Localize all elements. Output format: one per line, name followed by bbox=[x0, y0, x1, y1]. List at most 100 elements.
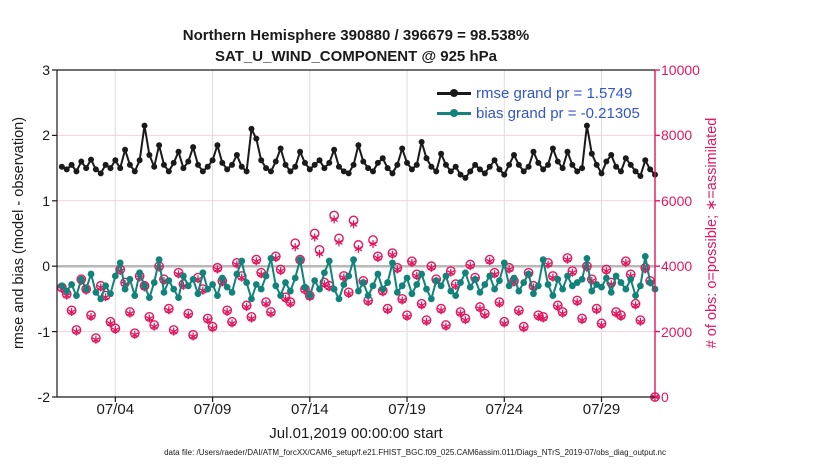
rmse-point-marker-icon bbox=[326, 159, 333, 166]
bias-point-marker-icon bbox=[92, 288, 100, 296]
rmse-point-marker-icon bbox=[622, 155, 629, 162]
rmse-point-marker-icon bbox=[472, 161, 479, 168]
assimilated-obs-marker-icon bbox=[169, 327, 178, 336]
rmse-point-marker-icon bbox=[287, 168, 294, 175]
bias-point-marker-icon bbox=[131, 292, 139, 300]
y-left-tick-label: -1 bbox=[37, 323, 50, 340]
assimilated-obs-marker-icon bbox=[310, 233, 319, 242]
bias-point-marker-icon bbox=[447, 287, 455, 295]
assimilated-obs-marker-icon bbox=[617, 312, 625, 321]
rmse-point-marker-icon bbox=[233, 152, 240, 159]
rmse-point-marker-icon bbox=[209, 157, 216, 164]
rmse-point-marker-icon bbox=[608, 152, 615, 159]
assimilated-obs-marker-icon bbox=[223, 307, 231, 316]
rmse-point-marker-icon bbox=[554, 158, 561, 165]
bias-point-marker-icon bbox=[573, 279, 581, 286]
bias-point-marker-icon bbox=[199, 269, 207, 277]
bias-point-marker-icon bbox=[209, 281, 216, 288]
bias-point-marker-icon bbox=[248, 295, 255, 303]
rmse-point-marker-icon bbox=[331, 146, 338, 153]
rmse-point-marker-icon bbox=[525, 163, 532, 170]
bias-point-marker-icon bbox=[627, 275, 635, 283]
bias-point-marker-icon bbox=[228, 288, 236, 296]
bias-point-marker-icon bbox=[223, 283, 231, 291]
bias-point-marker-icon bbox=[111, 272, 119, 280]
rmse-point-marker-icon bbox=[438, 150, 445, 157]
rmse-point-marker-icon bbox=[311, 161, 318, 168]
rmse-point-marker-icon bbox=[515, 161, 522, 168]
assimilated-obs-marker-icon bbox=[597, 321, 606, 330]
rmse-point-marker-icon bbox=[301, 159, 308, 166]
bias-point-marker-icon bbox=[612, 272, 620, 280]
y-right-tick-label: 6000 bbox=[661, 192, 693, 209]
rmse-point-marker-icon bbox=[243, 168, 250, 175]
rmse-point-marker-icon bbox=[297, 148, 304, 155]
assimilated-obs-marker-icon bbox=[515, 307, 523, 316]
assimilated-obs-marker-icon bbox=[558, 309, 567, 318]
rmse-point-marker-icon bbox=[569, 161, 576, 168]
bias-point-marker-icon bbox=[296, 256, 304, 264]
assimilated-obs-marker-icon bbox=[636, 317, 645, 326]
rmse-point-marker-icon bbox=[530, 148, 537, 155]
rmse-point-marker-icon bbox=[481, 170, 488, 177]
data-file-footer: data file: /Users/raeder/DAI/ATM_forcXX/… bbox=[164, 448, 666, 457]
bias-point-marker-icon bbox=[476, 288, 484, 296]
bias-point-marker-icon bbox=[637, 282, 644, 290]
rmse-point-marker-icon bbox=[574, 168, 581, 175]
assimilated-obs-marker-icon bbox=[408, 258, 416, 267]
bias-point-marker-icon bbox=[471, 275, 479, 283]
bias-point-marker-icon bbox=[145, 294, 153, 301]
assimilated-obs-marker-icon bbox=[519, 324, 528, 333]
assimilated-obs-marker-icon bbox=[398, 296, 406, 305]
rmse-point-marker-icon bbox=[603, 158, 610, 165]
assimilated-obs-marker-icon bbox=[495, 299, 504, 308]
rmse-point-marker-icon bbox=[617, 168, 624, 175]
rmse-point-marker-icon bbox=[88, 156, 95, 163]
assimilated-obs-marker-icon bbox=[106, 319, 115, 328]
rmse-point-marker-icon bbox=[627, 161, 634, 168]
bias-legend-line bbox=[437, 109, 471, 117]
rmse-point-marker-icon bbox=[447, 168, 454, 175]
rmse-point-marker-icon bbox=[73, 168, 80, 175]
rmse-point-marker-icon bbox=[97, 170, 104, 177]
bias-point-marker-icon bbox=[291, 274, 299, 282]
rmse-point-marker-icon bbox=[637, 172, 644, 179]
rmse-point-marker-icon bbox=[457, 171, 464, 178]
bias-point-marker-icon bbox=[272, 282, 280, 290]
rmse-point-marker-icon bbox=[394, 161, 401, 168]
rmse-point-marker-icon bbox=[272, 158, 279, 165]
bias-point-marker-icon bbox=[107, 290, 114, 298]
rmse-point-marker-icon bbox=[160, 161, 167, 168]
bias-point-marker-icon bbox=[408, 290, 416, 298]
rmse-point-marker-icon bbox=[238, 163, 245, 170]
bias-point-marker-icon bbox=[340, 281, 348, 288]
rmse-point-marker-icon bbox=[224, 166, 231, 173]
assimilated-obs-marker-icon bbox=[500, 319, 509, 328]
bias-point-marker-icon bbox=[525, 270, 532, 278]
bias-point-marker-icon bbox=[418, 270, 426, 278]
x-axis-label: Jul.01,2019 00:00:00 start bbox=[269, 425, 443, 442]
rmse-point-marker-icon bbox=[579, 165, 586, 172]
bias-point-marker-icon bbox=[126, 275, 134, 283]
bias-point-marker-icon bbox=[77, 275, 85, 283]
bias-point-marker-icon bbox=[102, 282, 110, 290]
assimilated-obs-marker-icon bbox=[237, 273, 246, 282]
rmse-point-marker-icon bbox=[598, 170, 605, 177]
rmse-point-marker-icon bbox=[647, 166, 654, 173]
assimilated-obs-marker-icon bbox=[276, 267, 285, 276]
bias-point-marker-icon bbox=[311, 277, 319, 284]
rmse-point-marker-icon bbox=[277, 145, 284, 152]
bias-point-marker-icon bbox=[598, 283, 605, 291]
rmse-point-marker-icon bbox=[404, 159, 411, 166]
rmse-point-marker-icon bbox=[194, 161, 201, 168]
bias-point-marker-icon bbox=[461, 269, 469, 277]
rmse-point-marker-icon bbox=[511, 152, 518, 159]
bias-point-marker-icon bbox=[58, 282, 66, 290]
x-tick-label: 07/04 bbox=[96, 401, 135, 418]
rmse-point-marker-icon bbox=[267, 168, 274, 175]
rmse-point-marker-icon bbox=[413, 161, 420, 168]
assimilated-obs-marker-icon bbox=[189, 332, 197, 341]
rmse-point-marker-icon bbox=[564, 148, 571, 155]
legend-row-rmse: rmse grand pr = 1.5749 bbox=[437, 83, 640, 103]
assimilated-obs-marker-icon bbox=[72, 327, 81, 336]
